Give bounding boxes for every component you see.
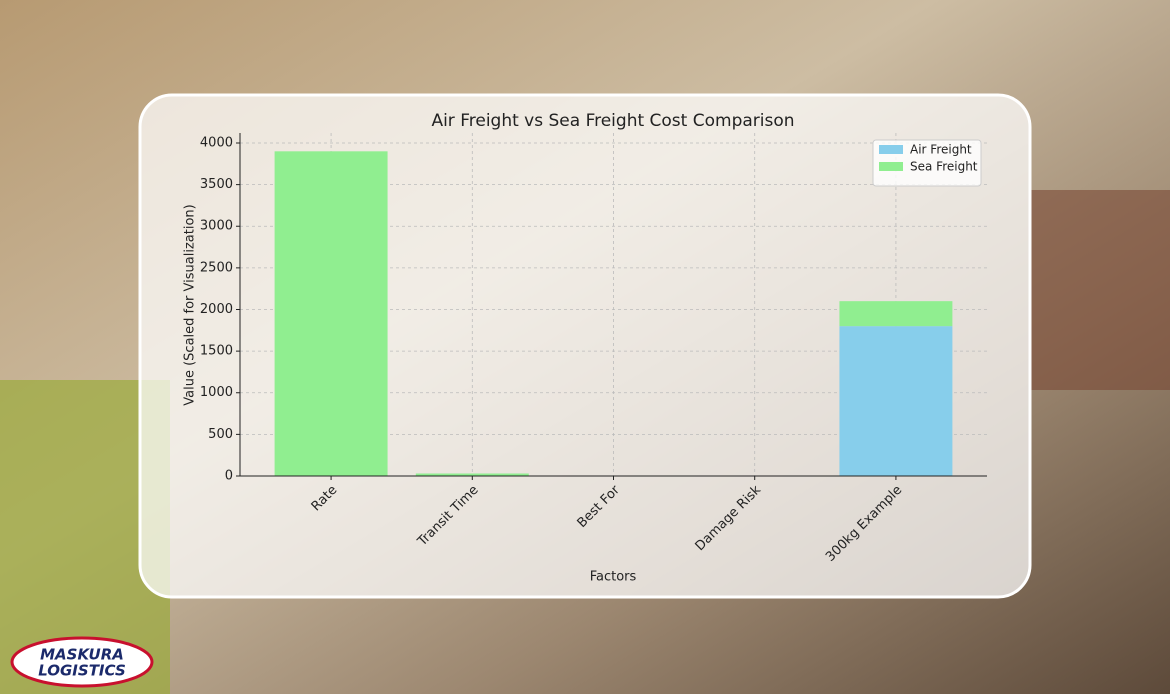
logo-text: LOGISTICS bbox=[38, 662, 126, 680]
bar bbox=[839, 301, 953, 327]
y-tick-label: 0 bbox=[225, 469, 233, 484]
y-tick-label: 500 bbox=[208, 427, 233, 442]
y-tick-label: 3000 bbox=[200, 219, 233, 234]
logo-text: MASKURA bbox=[40, 646, 124, 664]
y-tick-label: 3500 bbox=[200, 177, 233, 192]
legend: Air Freight Sea Freight bbox=[872, 139, 982, 187]
y-tick-label: 4000 bbox=[200, 135, 233, 150]
legend-swatch bbox=[879, 145, 903, 154]
bar bbox=[415, 473, 529, 476]
y-axis-label: Value (Scaled for Visualization) bbox=[183, 204, 198, 405]
logo-badge bbox=[10, 636, 154, 688]
y-tick-label: 2000 bbox=[200, 302, 233, 317]
bar bbox=[839, 326, 953, 476]
chart-title: Air Freight vs Sea Freight Cost Comparis… bbox=[431, 111, 794, 131]
bar bbox=[274, 151, 388, 476]
legend-label: Air Freight bbox=[910, 143, 972, 157]
legend-swatch bbox=[879, 162, 903, 171]
containers bbox=[1030, 190, 1170, 390]
y-tick-label: 2500 bbox=[200, 260, 233, 275]
y-tick-label: 1500 bbox=[200, 344, 233, 359]
logo: MASKURA LOGISTICS bbox=[10, 636, 154, 688]
x-axis-label: Factors bbox=[590, 570, 637, 585]
legend-label: Sea Freight bbox=[910, 160, 978, 174]
y-tick-label: 1000 bbox=[200, 385, 233, 400]
